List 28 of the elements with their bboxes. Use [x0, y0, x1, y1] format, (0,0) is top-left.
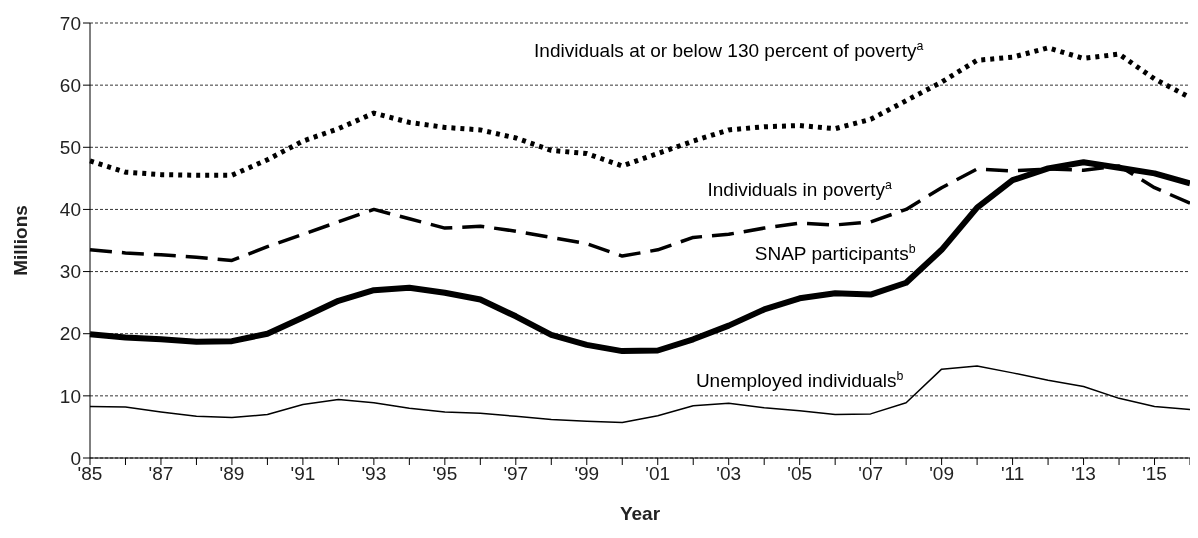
x-tick-label: '15 [1142, 463, 1167, 485]
y-tick-label: 40 [59, 199, 81, 221]
x-tick-label: '07 [858, 463, 884, 485]
y-tick-label: 50 [59, 137, 81, 159]
y-tick-label: 60 [59, 74, 81, 96]
x-tick-label: '01 [645, 463, 671, 485]
x-tick-label: '99 [574, 463, 600, 485]
y-tick-label: 70 [59, 12, 81, 34]
x-tick-label: '95 [432, 463, 458, 485]
series-label: Unemployed individuals$^{b}$ [695, 369, 904, 392]
x-axis-title: Year [619, 503, 661, 524]
series-label: Individuals in poverty$^{a}$ [707, 177, 892, 200]
y-tick-label: 20 [59, 323, 81, 345]
series-label: Individuals at or below 130 percent of poverty$^{a}$ [534, 38, 924, 61]
x-tick-label: '93 [361, 463, 387, 485]
y-axis-title: Millions [9, 205, 31, 276]
series-label: SNAP participants$^{b}$ [754, 242, 916, 265]
x-tick-label: '91 [290, 463, 316, 485]
x-tick-label: '13 [1071, 463, 1096, 485]
y-tick-label: 10 [59, 385, 81, 407]
x-tick-label: '03 [716, 463, 742, 485]
x-tick-label: '05 [787, 463, 813, 485]
x-tick-label: '11 [1000, 463, 1025, 485]
x-tick-label: '97 [503, 463, 529, 485]
x-tick-label: '87 [148, 463, 174, 485]
x-tick-label: '89 [219, 463, 245, 485]
y-tick-label: 30 [59, 261, 81, 283]
x-tick-label: '09 [929, 463, 954, 485]
